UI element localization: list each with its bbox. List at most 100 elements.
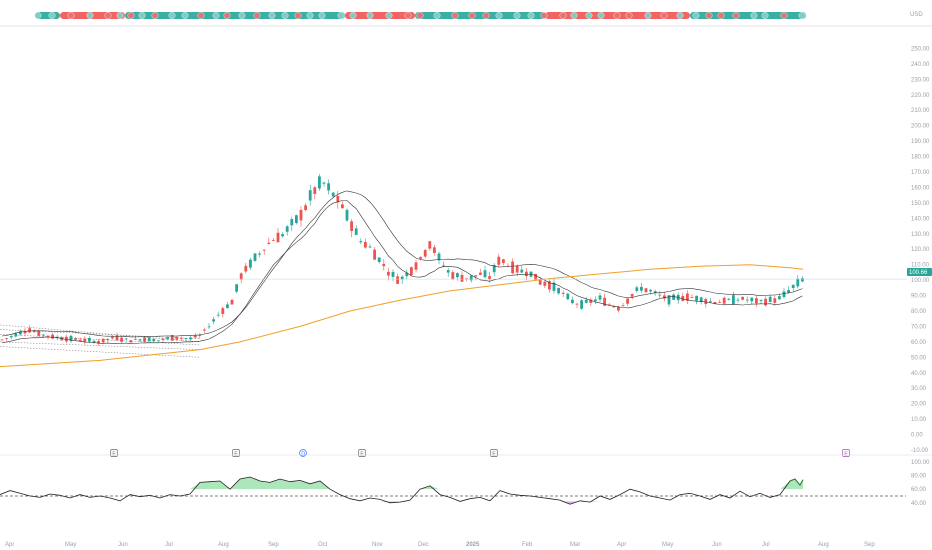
candle-body	[276, 232, 280, 243]
candle-body	[474, 275, 478, 277]
candle-body	[88, 337, 91, 342]
strip-dot	[761, 12, 769, 19]
trend-channel-line	[0, 333, 201, 346]
candle-body	[469, 275, 473, 281]
price-tick-label: 60.00	[911, 340, 927, 346]
candle-body	[391, 271, 395, 277]
strip-dot	[404, 12, 412, 19]
time-tick-label: Nov	[372, 542, 383, 548]
candle-body	[69, 335, 73, 342]
strip-dot	[451, 12, 459, 19]
candle-body	[166, 337, 169, 340]
candle-body	[644, 288, 648, 293]
strip-dot	[540, 12, 548, 19]
ma-line-fast	[1, 200, 803, 344]
candle-body	[580, 300, 583, 309]
candle-body	[78, 339, 82, 342]
strip-dot	[116, 12, 124, 19]
candle-body	[216, 314, 220, 316]
candle-body	[626, 298, 629, 304]
candle-body	[19, 331, 22, 335]
candle-body	[331, 192, 335, 197]
strip-dot	[433, 12, 441, 19]
candle-body	[189, 337, 192, 340]
candle-body	[635, 287, 639, 291]
price-tick-label: 130.00	[911, 232, 930, 238]
candle-body	[594, 299, 597, 302]
candle-body	[690, 297, 694, 298]
time-tick-label: Feb	[522, 542, 533, 548]
time-tick-label: Sep	[268, 542, 279, 548]
strip-dot	[48, 12, 56, 19]
candle-body	[456, 273, 459, 278]
candle-body	[791, 284, 795, 289]
strip-dot	[732, 12, 740, 19]
candle-body	[304, 205, 307, 211]
candle-body	[722, 297, 726, 304]
candle-body	[750, 297, 754, 302]
candle-body	[460, 274, 464, 282]
candle-body	[295, 215, 298, 224]
time-tick-label: Mar	[570, 542, 580, 548]
candle-body	[773, 298, 777, 303]
candle-body	[138, 339, 142, 341]
event-marker-label: E	[360, 451, 364, 457]
candle-body	[23, 331, 27, 334]
candle-body	[575, 303, 579, 305]
strip-dot	[385, 12, 393, 19]
strip-dot	[281, 12, 289, 19]
price-plot[interactable]	[0, 173, 907, 368]
candle-body	[741, 296, 744, 300]
strip-dot	[482, 12, 490, 19]
candle-body	[198, 335, 202, 336]
strip-dot	[416, 12, 424, 19]
rsi-plot[interactable]	[0, 476, 906, 505]
candle-body	[695, 295, 698, 301]
candle-body	[630, 294, 634, 297]
candle-body	[101, 338, 105, 343]
candle-body	[686, 293, 689, 301]
strip-dot	[151, 12, 159, 19]
candle-body	[350, 221, 353, 231]
time-tick-label: May	[662, 542, 673, 548]
dividend-marker[interactable]	[299, 449, 307, 457]
candle-body	[405, 272, 409, 277]
strip-dot	[625, 12, 633, 19]
candle-body	[290, 219, 294, 226]
candle-body	[83, 338, 87, 342]
candle-body	[239, 273, 243, 280]
candle-body	[419, 256, 422, 259]
candle-body	[28, 328, 31, 333]
strip-dot	[349, 12, 357, 19]
last-price-badge: 100.66	[907, 268, 932, 276]
ma200-line	[0, 264, 804, 368]
candle-body	[589, 299, 593, 303]
strip-dot	[238, 12, 246, 19]
time-tick-label: Jul	[165, 542, 173, 548]
time-tick-label: May	[65, 542, 76, 548]
candle-body	[727, 298, 731, 300]
candle-body	[134, 338, 137, 340]
candle-body	[235, 284, 238, 292]
candle-body	[561, 292, 565, 294]
candle-body	[511, 261, 514, 274]
candle-body	[437, 253, 441, 261]
candle-body	[147, 337, 151, 342]
candle-body	[497, 256, 501, 265]
candle-body	[5, 338, 8, 339]
candle-body	[796, 278, 800, 287]
rsi-tick-label: 80.00	[911, 474, 927, 480]
candle-body	[548, 281, 551, 290]
candle-body	[534, 273, 537, 280]
price-tick-label: 190.00	[911, 139, 930, 145]
time-tick-label: Dec	[418, 542, 429, 548]
candle-body	[318, 176, 321, 189]
time-tick-label: Aug	[818, 542, 829, 548]
strip-dot	[513, 12, 521, 19]
strip-segment	[345, 12, 415, 19]
last-price-label: 100.66	[909, 270, 928, 276]
candle-body	[281, 234, 284, 237]
candle-body	[736, 299, 740, 301]
price-tick-label: 40.00	[911, 371, 927, 377]
